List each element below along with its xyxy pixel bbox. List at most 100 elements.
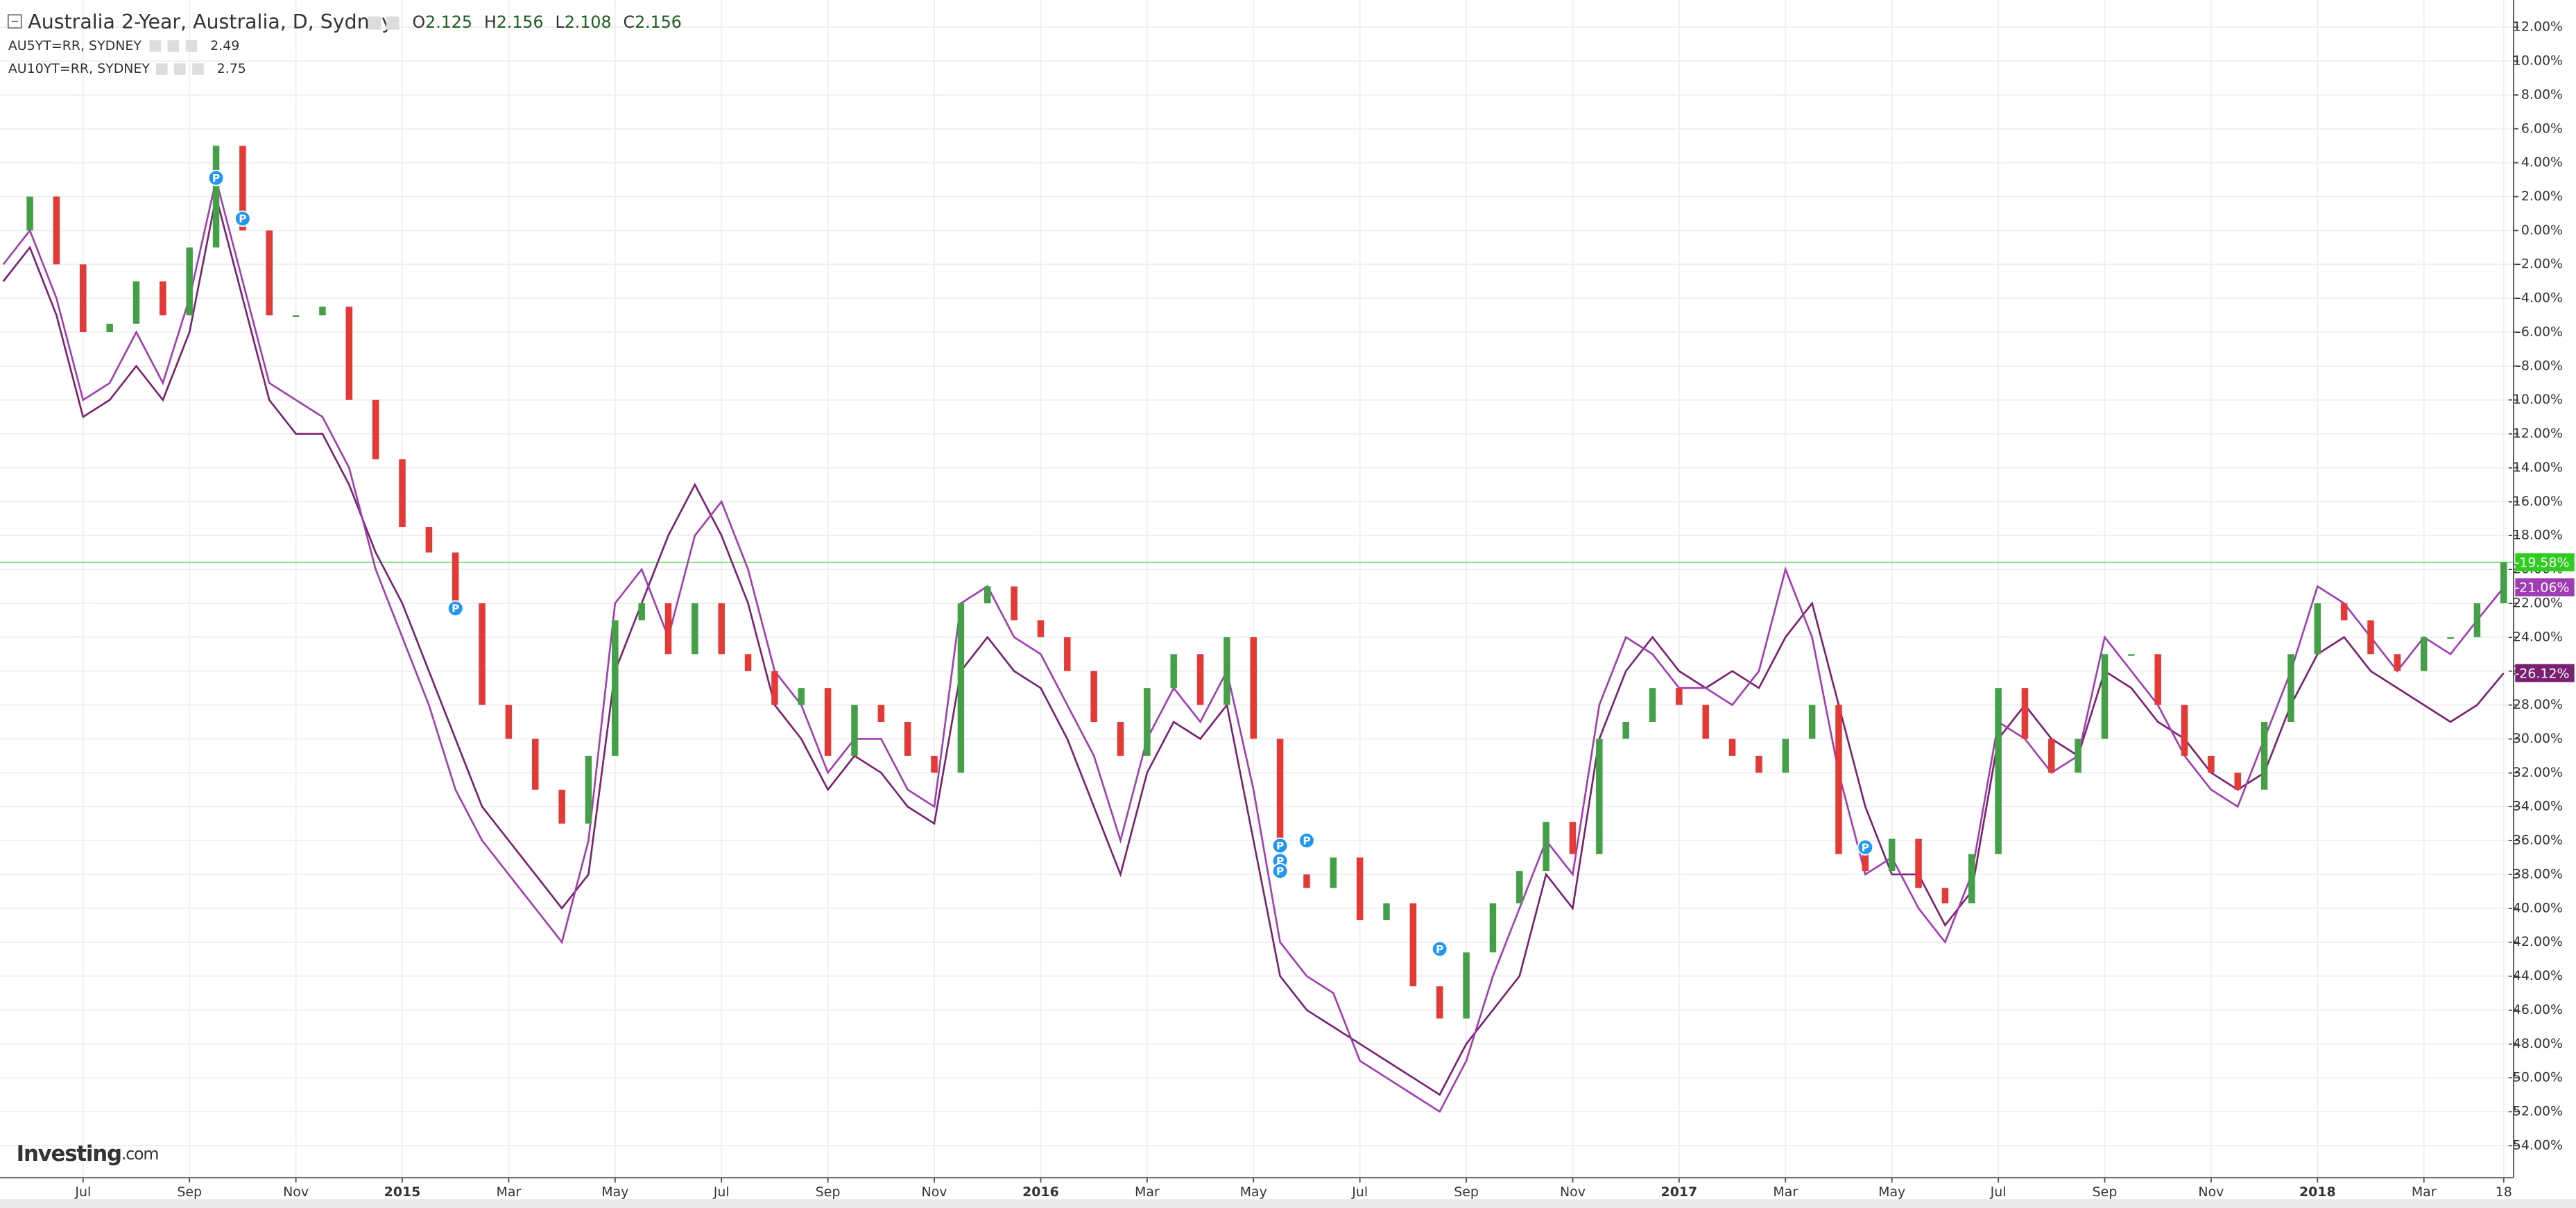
icon[interactable] — [185, 40, 198, 52]
candle — [2048, 739, 2055, 773]
candle — [345, 307, 353, 400]
x-tick-label: 2017 — [1661, 1184, 1698, 1200]
x-tick-label: Nov — [922, 1184, 947, 1200]
last-value-badge — [2515, 664, 2575, 682]
y-tick-label: -44.00% — [2508, 968, 2563, 983]
candle — [1596, 739, 1603, 854]
event-marker — [1857, 839, 1874, 856]
candle — [2021, 688, 2029, 739]
candle — [1011, 586, 1017, 621]
x-tick-label: Nov — [283, 1184, 309, 1200]
event-marker — [447, 600, 464, 617]
icon[interactable] — [192, 63, 204, 75]
y-tick-label: 10.00% — [2513, 53, 2563, 69]
candle — [2314, 603, 2321, 655]
legend-entry: AU10YT=RR, SYDNEY — [8, 61, 151, 76]
candle — [2234, 773, 2242, 790]
candle — [1196, 654, 1204, 705]
candle — [1223, 637, 1230, 705]
ohlc-label: C — [624, 12, 635, 32]
candle — [1463, 952, 1470, 1019]
y-tick-label: -40.00% — [2508, 900, 2563, 915]
grid — [0, 0, 2514, 1178]
y-tick-label: -2.00% — [2516, 257, 2563, 272]
collapse-icon[interactable] — [7, 14, 22, 29]
event-label: P — [1276, 865, 1284, 878]
ohlc-label: O — [413, 12, 426, 32]
candle — [638, 603, 645, 621]
candle — [2420, 637, 2428, 671]
last-value-badge — [2515, 553, 2575, 571]
x-tick-label: Mar — [497, 1184, 522, 1200]
event-marker — [234, 210, 251, 227]
y-tick-label: -28.00% — [2508, 697, 2563, 712]
y-tick-label: 4.00% — [2521, 155, 2563, 170]
x-tick-label: 18 — [2496, 1184, 2512, 1200]
candle — [132, 281, 140, 324]
candle — [1888, 838, 1896, 872]
candle — [532, 739, 539, 790]
y-tick-label: -36.00% — [2508, 833, 2563, 848]
icon[interactable] — [174, 63, 186, 75]
candle — [212, 146, 220, 248]
event-label: P — [1276, 840, 1284, 852]
legend: Australia 2-Year, Australia, D, Sydney O… — [7, 10, 682, 76]
candle — [266, 230, 273, 316]
candle — [1356, 857, 1364, 920]
candle — [1170, 654, 1177, 689]
x-tick-label: Jul — [1351, 1184, 1368, 1200]
candle — [2181, 705, 2188, 756]
y-tick-label: 8.00% — [2521, 87, 2563, 102]
x-tick-label: Mar — [2412, 1184, 2437, 1200]
ohlc-value: 2.156 — [497, 12, 544, 32]
candle — [1064, 637, 1071, 671]
scrollbar[interactable] — [0, 1199, 2576, 1208]
candle — [1915, 838, 1922, 888]
candle — [1409, 903, 1417, 987]
y-tick-label: -42.00% — [2508, 934, 2563, 949]
candle — [1995, 688, 2002, 854]
event-label: P — [212, 172, 220, 184]
candle — [1862, 854, 1869, 872]
event-marker — [1298, 832, 1315, 849]
watermark-brand: Investing — [17, 1141, 121, 1166]
ohlc-value: 2.108 — [565, 12, 612, 32]
x-tick-label: Sep — [816, 1184, 841, 1200]
candle — [1702, 705, 1709, 739]
plot — [2, 146, 2507, 1113]
candle — [1330, 857, 1337, 888]
candle — [2473, 603, 2481, 637]
y-tick-label: -34.00% — [2508, 799, 2563, 814]
candle — [399, 459, 406, 528]
icon[interactable] — [149, 40, 162, 52]
x-tick-label: Sep — [177, 1184, 202, 1200]
icon[interactable] — [386, 16, 400, 30]
candle — [1676, 688, 1683, 705]
candle — [2367, 620, 2374, 655]
candle — [558, 789, 565, 824]
icon[interactable] — [368, 16, 381, 30]
candle — [1649, 688, 1656, 723]
icon[interactable] — [167, 40, 180, 52]
candle — [2128, 654, 2135, 656]
y-tick-label: -24.00% — [2508, 629, 2563, 644]
y-tick-label: -22.00% — [2508, 595, 2563, 610]
candle — [1755, 755, 1762, 773]
icon[interactable] — [156, 63, 168, 75]
candle — [1808, 705, 1816, 739]
candle — [1383, 903, 1390, 920]
candle — [1835, 705, 1842, 854]
y-tick-label: -8.00% — [2516, 358, 2563, 373]
y-tick-label: -16.00% — [2508, 494, 2563, 509]
y-tick-label: 6.00% — [2521, 121, 2563, 136]
candle — [957, 603, 965, 773]
candle — [1303, 874, 1310, 888]
x-tick-label: Nov — [1560, 1184, 1586, 1200]
candle — [479, 603, 486, 705]
ohlc-value: 2.156 — [635, 12, 682, 32]
y-tick-label: -38.00% — [2508, 866, 2563, 881]
legend-value: 2.75 — [217, 61, 246, 76]
x-tick-label: Mar — [1773, 1184, 1798, 1200]
